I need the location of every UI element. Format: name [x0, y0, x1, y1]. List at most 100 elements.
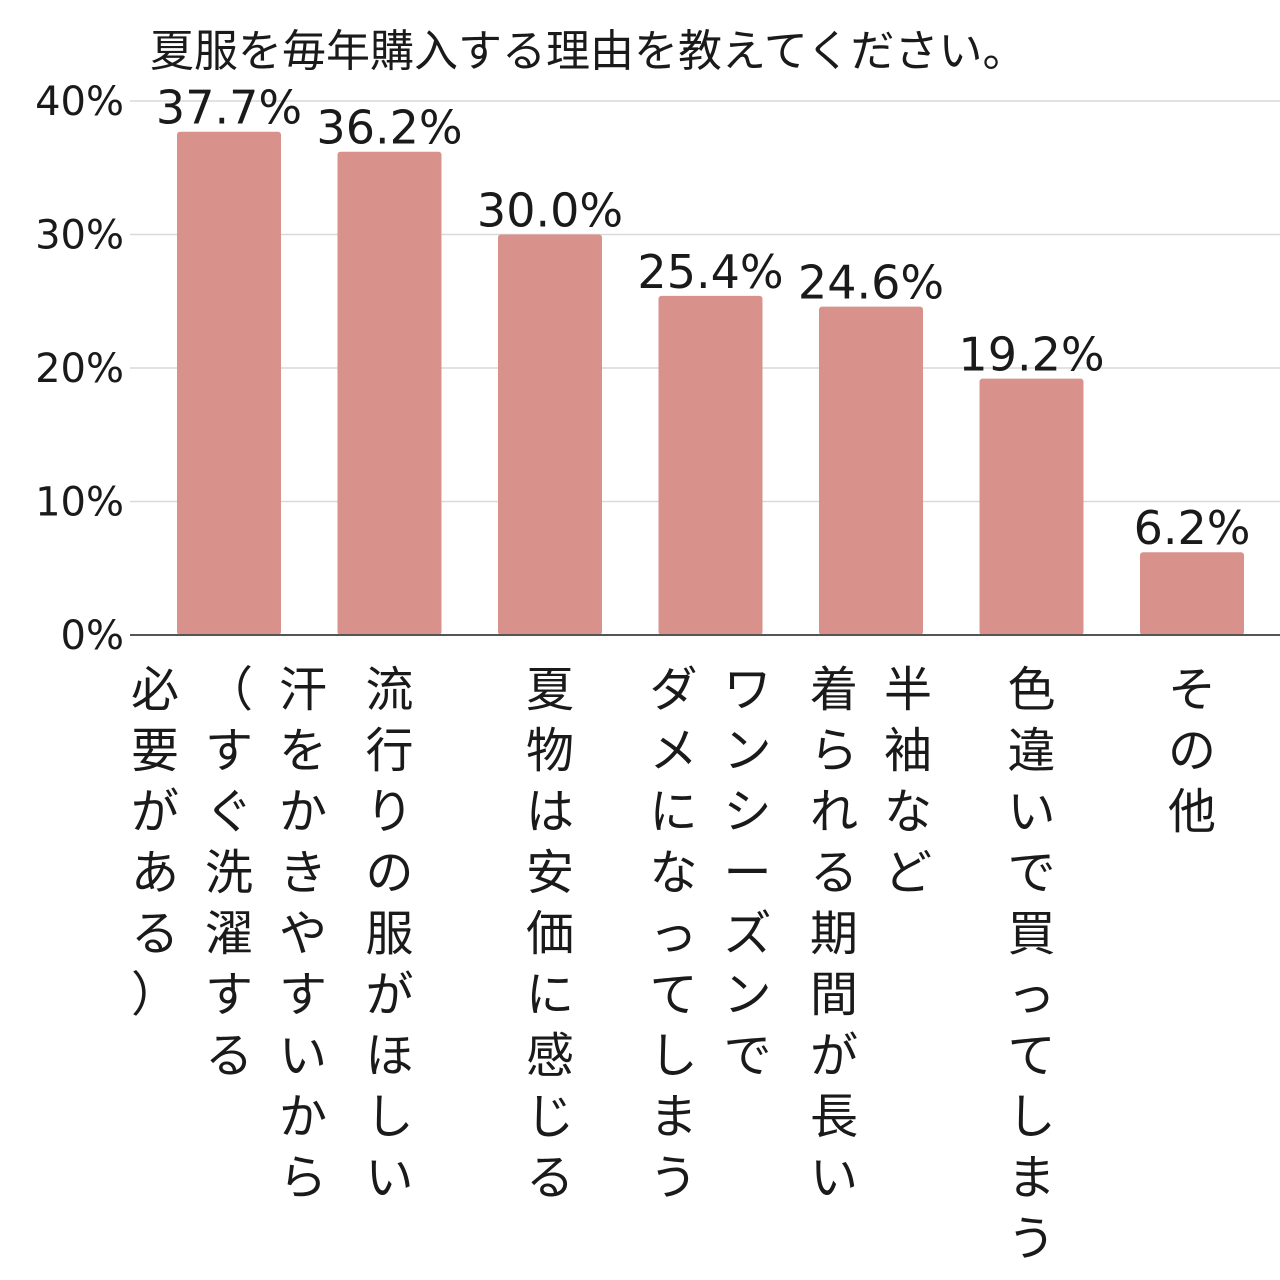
category-label-char: 洗: [205, 845, 253, 901]
category-label-char: い: [279, 1028, 327, 1084]
category-label-char: る: [526, 1150, 574, 1206]
category-label-char: ン: [723, 723, 771, 779]
y-tick-label: 20%: [35, 346, 124, 392]
category-label-char: 物: [526, 723, 574, 779]
category-label-char: 間: [810, 967, 858, 1023]
category-label-char: ぐ: [205, 784, 253, 840]
category-label-char: が: [810, 1028, 858, 1084]
category-label-char: （: [205, 662, 253, 718]
category-label-char: ）: [131, 967, 179, 1023]
category-label-char: う: [1007, 1211, 1055, 1267]
category-label-char: 長: [810, 1089, 858, 1145]
category-label-char: そ: [1168, 662, 1216, 718]
value-label: 6.2%: [1134, 501, 1251, 555]
category-label-char: あ: [131, 845, 179, 901]
category-label-char: き: [279, 845, 327, 901]
category-label-char: か: [279, 1089, 327, 1145]
bar: [337, 151, 442, 636]
category-label-char: る: [205, 1028, 253, 1084]
chart-title: 夏服を毎年購入する理由を教えてください。: [150, 26, 1026, 77]
y-tick-label: 30%: [35, 213, 124, 259]
category-label-char: す: [205, 967, 253, 1023]
category-label-char: 袖: [884, 723, 932, 779]
category-label-char: す: [205, 723, 253, 779]
category-label-char: し: [365, 1089, 413, 1145]
category-label-char: り: [365, 784, 413, 840]
category-label-char: や: [279, 906, 327, 962]
category-label-char: な: [649, 845, 697, 901]
category-label-char: 夏: [526, 662, 574, 718]
value-label: 19.2%: [958, 328, 1104, 382]
category-label-char: 他: [1168, 784, 1216, 840]
category-label-char: メ: [649, 723, 697, 779]
bar: [1140, 552, 1244, 635]
category-label-char: 価: [526, 906, 574, 962]
category-label-char: 買: [1007, 906, 1055, 962]
category-label-char: ど: [884, 845, 932, 901]
value-label: 37.7%: [156, 81, 302, 135]
category-label-char: ズ: [723, 906, 771, 962]
bar: [498, 234, 602, 635]
category-label-char: っ: [1007, 967, 1055, 1023]
category-label-char: い: [365, 1150, 413, 1206]
category-label-char: 必: [131, 662, 179, 718]
category-label-char: 期: [810, 906, 858, 962]
category-label-char: か: [279, 784, 327, 840]
category-label-char: ま: [1007, 1150, 1055, 1206]
category-label-char: ワ: [723, 662, 771, 718]
category-label-char: 違: [1007, 723, 1055, 779]
category-label-char: の: [365, 845, 413, 901]
category-label-char: る: [131, 906, 179, 962]
category-label-char: で: [723, 1028, 771, 1084]
value-labels: 37.7% 36.2% 30.0% 25.4% 24.6% 19.2% 6.2%: [156, 81, 1251, 556]
category-label-char: 流: [365, 662, 413, 718]
value-label: 25.4%: [637, 245, 783, 299]
category-label-char: 濯: [205, 906, 253, 962]
category-label-char: 着: [810, 662, 858, 718]
category-label-char: な: [884, 784, 932, 840]
value-label: 36.2%: [316, 101, 462, 155]
category-label-char: ら: [279, 1150, 327, 1206]
category-label-char: 安: [526, 845, 574, 901]
value-label: 24.6%: [798, 256, 944, 310]
category-label-char: る: [810, 845, 858, 901]
category-label-char: れ: [810, 784, 858, 840]
category-label-char: い: [1007, 784, 1055, 840]
category-label-char: 要: [131, 723, 179, 779]
bar: [819, 306, 923, 635]
category-label-char: は: [526, 784, 574, 840]
category-label-char: が: [365, 967, 413, 1023]
y-tick-label: 10%: [35, 480, 124, 526]
category-label-char: ま: [649, 1089, 697, 1145]
category-label-char: 半: [884, 662, 932, 718]
category-labels: 汗をかきやすいから（すぐ洗濯する必要がある）流行りの服がほしい夏物は安価に感じる…: [131, 662, 1216, 1267]
bar: [658, 295, 763, 635]
bar: [177, 131, 281, 635]
category-label-char: い: [810, 1150, 858, 1206]
y-tick-label: 0%: [61, 613, 124, 659]
category-label-char: す: [279, 967, 327, 1023]
value-label: 30.0%: [477, 184, 623, 238]
category-label-char: ダ: [649, 662, 697, 718]
category-label-char: の: [1168, 723, 1216, 779]
category-label-char: し: [1007, 1089, 1055, 1145]
category-label-char: 行: [365, 723, 413, 779]
category-label-char: 感: [526, 1028, 574, 1084]
category-label-char: 服: [365, 906, 413, 962]
bar: [979, 378, 1084, 635]
category-label-char: ー: [723, 845, 771, 901]
category-label-char: を: [279, 723, 327, 779]
bars: [177, 131, 1244, 636]
category-label-char: シ: [723, 784, 771, 840]
category-label-char: に: [526, 967, 574, 1023]
category-label-char: し: [649, 1028, 697, 1084]
category-label-char: う: [649, 1150, 697, 1206]
category-label-char: て: [1007, 1028, 1055, 1084]
y-tick-label: 40%: [35, 79, 124, 125]
category-label-char: ら: [810, 723, 858, 779]
y-tick-labels: 0% 10% 20% 30% 40%: [35, 79, 124, 659]
category-label-char: 色: [1007, 662, 1055, 718]
category-label-char: ほ: [365, 1028, 413, 1084]
category-label-char: に: [649, 784, 697, 840]
